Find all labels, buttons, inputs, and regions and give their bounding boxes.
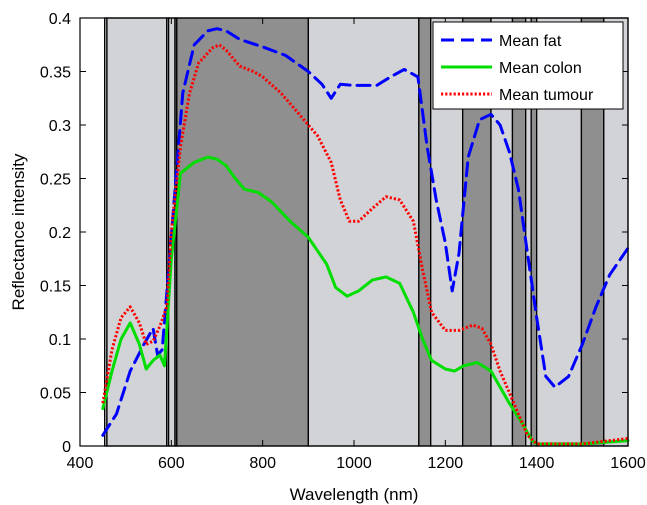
wavelength-bands — [104, 17, 629, 447]
x-tick-label: 1200 — [428, 455, 464, 472]
x-tick-label: 800 — [249, 455, 276, 472]
y-tick-label: 0.4 — [49, 11, 71, 28]
series-line-mean-tumour — [101, 43, 629, 446]
legend: Mean fat Mean colon Mean tumour — [432, 21, 624, 110]
band-1 — [106, 17, 168, 447]
series-lines — [101, 27, 630, 446]
x-axis-ticks: 400 600 800 1000 1200 1400 1600 — [67, 18, 646, 472]
x-tick-label: 400 — [67, 455, 94, 472]
legend-label: Mean fat — [499, 33, 562, 50]
y-tick-label: 0.1 — [49, 332, 71, 349]
y-tick-label: 0.05 — [40, 386, 71, 403]
band-7 — [418, 17, 432, 447]
y-axis-ticks: 0 0.05 0.1 0.15 0.2 0.25 0.3 0.35 0.4 — [40, 11, 628, 456]
legend-label: Mean tumour — [499, 87, 594, 104]
x-tick-label: 1000 — [336, 455, 372, 472]
y-tick-label: 0.35 — [40, 65, 71, 82]
band-6 — [307, 17, 420, 447]
y-tick-label: 0.25 — [40, 172, 71, 189]
band-5 — [176, 17, 309, 447]
x-tick-label: 1600 — [610, 455, 646, 472]
y-tick-label: 0.2 — [49, 225, 71, 242]
x-axis-title: Wavelength (nm) — [290, 485, 419, 504]
x-tick-label: 1400 — [519, 455, 555, 472]
series-line-mean-colon — [101, 155, 630, 446]
y-axis-title: Reflectance intensity — [9, 153, 28, 310]
y-tick-label: 0.3 — [49, 118, 71, 135]
legend-label: Mean colon — [499, 60, 582, 77]
y-tick-label: 0 — [62, 439, 71, 456]
x-tick-label: 600 — [158, 455, 185, 472]
y-tick-label: 0.15 — [40, 279, 71, 296]
